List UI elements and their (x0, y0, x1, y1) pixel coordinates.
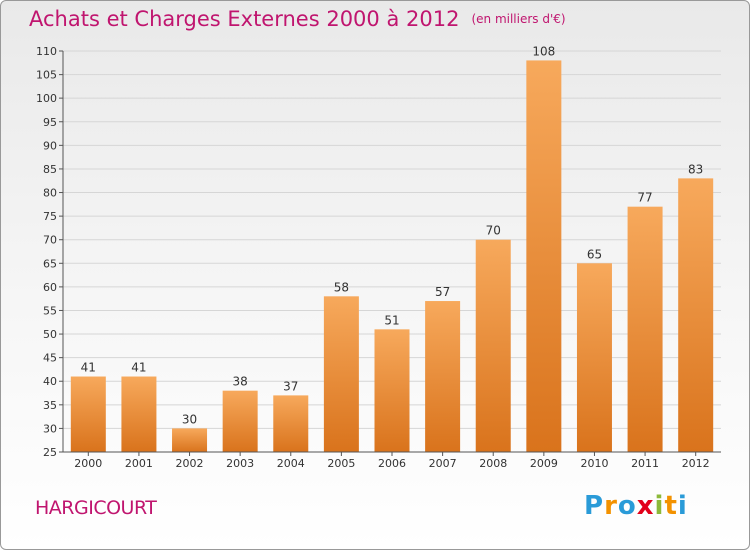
y-tick-label: 100 (36, 92, 57, 105)
y-tick-label: 30 (43, 422, 57, 435)
data-label: 37 (283, 379, 298, 393)
x-tick-label: 2009 (530, 457, 558, 470)
y-tick-label: 110 (36, 45, 57, 58)
y-tick-label: 105 (36, 69, 57, 82)
data-label: 65 (587, 247, 602, 261)
x-tick-label: 2006 (378, 457, 406, 470)
bar (576, 263, 612, 452)
bar (627, 206, 663, 452)
bar (121, 376, 157, 452)
chart-title: Achats et Charges Externes 2000 à 2012 (e… (29, 7, 566, 31)
x-tick-label: 2008 (479, 457, 507, 470)
bars (70, 60, 714, 452)
x-tick-label: 2010 (580, 457, 608, 470)
data-label: 41 (81, 361, 96, 375)
data-label: 30 (182, 412, 197, 426)
y-tick-label: 85 (43, 163, 57, 176)
data-label: 38 (233, 375, 248, 389)
bar (526, 60, 562, 452)
x-tick-label: 2003 (226, 457, 254, 470)
data-label: 51 (384, 313, 399, 327)
x-tick-labels: 2000 2001 2002 2003 2004 2005 2006 2007 2008 2009… (74, 457, 709, 470)
y-tick-label: 80 (43, 187, 57, 200)
bar (172, 428, 208, 452)
data-label: 108 (532, 44, 555, 58)
bar (273, 395, 309, 452)
bar (222, 390, 258, 452)
y-tick-label: 50 (43, 328, 57, 341)
x-tick-label: 2002 (176, 457, 204, 470)
y-tick-label: 55 (43, 304, 57, 317)
logo-letter: P (584, 491, 605, 521)
x-tick-label: 2007 (429, 457, 457, 470)
data-label: 70 (486, 224, 501, 238)
bar (425, 301, 461, 452)
axes (62, 51, 721, 456)
chart-subtitle: (en milliers d'€) (471, 12, 566, 26)
data-label: 58 (334, 280, 349, 294)
y-tick-label: 45 (43, 352, 57, 365)
y-tick-label: 40 (43, 375, 57, 388)
logo-letter: t (664, 491, 678, 521)
logo-letter: i (677, 491, 688, 521)
data-label: 41 (131, 361, 146, 375)
x-tick-label: 2012 (682, 457, 710, 470)
place-name: HARGICOURT (35, 497, 157, 519)
bar (678, 178, 714, 452)
logo-letter: o (617, 491, 637, 521)
x-tick-label: 2011 (631, 457, 659, 470)
proxiti-logo: Proxiti (584, 491, 688, 521)
x-tick-label: 2005 (327, 457, 355, 470)
y-tick-label: 90 (43, 139, 57, 152)
data-label: 77 (637, 191, 652, 205)
data-labels: 41 41 30 38 37 58 51 57 70 108 65 77 83 (81, 44, 704, 426)
data-label: 57 (435, 285, 450, 299)
y-tick-label: 60 (43, 281, 57, 294)
x-tick-label: 2004 (277, 457, 305, 470)
bar (323, 296, 359, 452)
x-tick-label: 2001 (125, 457, 153, 470)
y-tick-label: 65 (43, 257, 57, 270)
chart-title-text: Achats et Charges Externes 2000 à 2012 (29, 7, 460, 31)
y-tick-label: 25 (43, 446, 57, 459)
y-tick-label: 35 (43, 399, 57, 412)
x-tick-label: 2000 (74, 457, 102, 470)
logo-letter: r (604, 491, 618, 521)
logo-letter: i (654, 491, 665, 521)
y-tick-label: 70 (43, 234, 57, 247)
bar (475, 239, 511, 452)
bar (374, 329, 410, 452)
y-tick-label: 75 (43, 210, 57, 223)
logo-letter: x (636, 491, 655, 521)
y-tick-label: 95 (43, 116, 57, 129)
bar (70, 376, 106, 452)
y-tick-labels: 25 30 35 40 45 50 55 60 65 70 75 80 85 90 95 100 105 110 (36, 45, 57, 459)
data-label: 83 (688, 162, 703, 176)
